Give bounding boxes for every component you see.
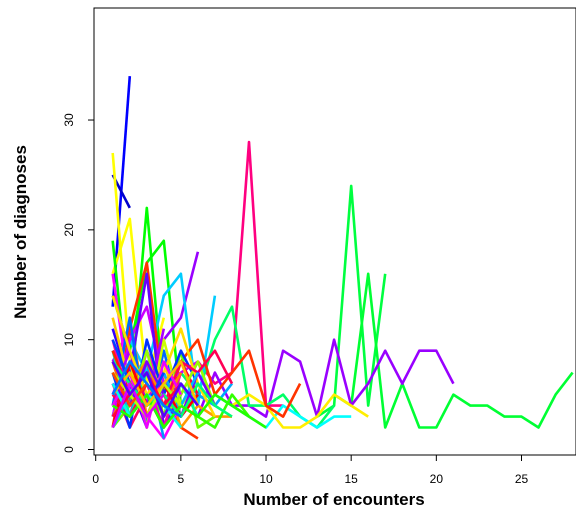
series-line-56 (111, 382, 165, 428)
series-line-9 (333, 272, 574, 429)
series-line-58 (111, 360, 182, 418)
y-axis: 0 10 20 30 (62, 113, 95, 453)
x-axis-title: Number of encounters (243, 490, 424, 509)
y-tick-label: 10 (62, 333, 76, 347)
y-tick-label: 20 (62, 223, 76, 237)
y-axis-title: Number of diagnoses (11, 145, 30, 319)
y-tick-label: 30 (62, 113, 76, 127)
series-line-15 (231, 393, 369, 429)
x-tick-label: 25 (515, 472, 529, 486)
x-tick-label: 15 (345, 472, 359, 486)
series-line-35 (111, 338, 200, 429)
series-line-16 (162, 338, 302, 418)
y-tick-label: 0 (62, 446, 76, 453)
x-axis: 0 5 10 15 20 25 (92, 454, 529, 486)
x-tick-label: 20 (430, 472, 444, 486)
x-tick-label: 10 (259, 472, 273, 486)
x-tick-label: 5 (178, 472, 185, 486)
series-layer (111, 76, 574, 440)
series-line-8 (316, 184, 387, 418)
x-tick-label: 0 (92, 472, 99, 486)
